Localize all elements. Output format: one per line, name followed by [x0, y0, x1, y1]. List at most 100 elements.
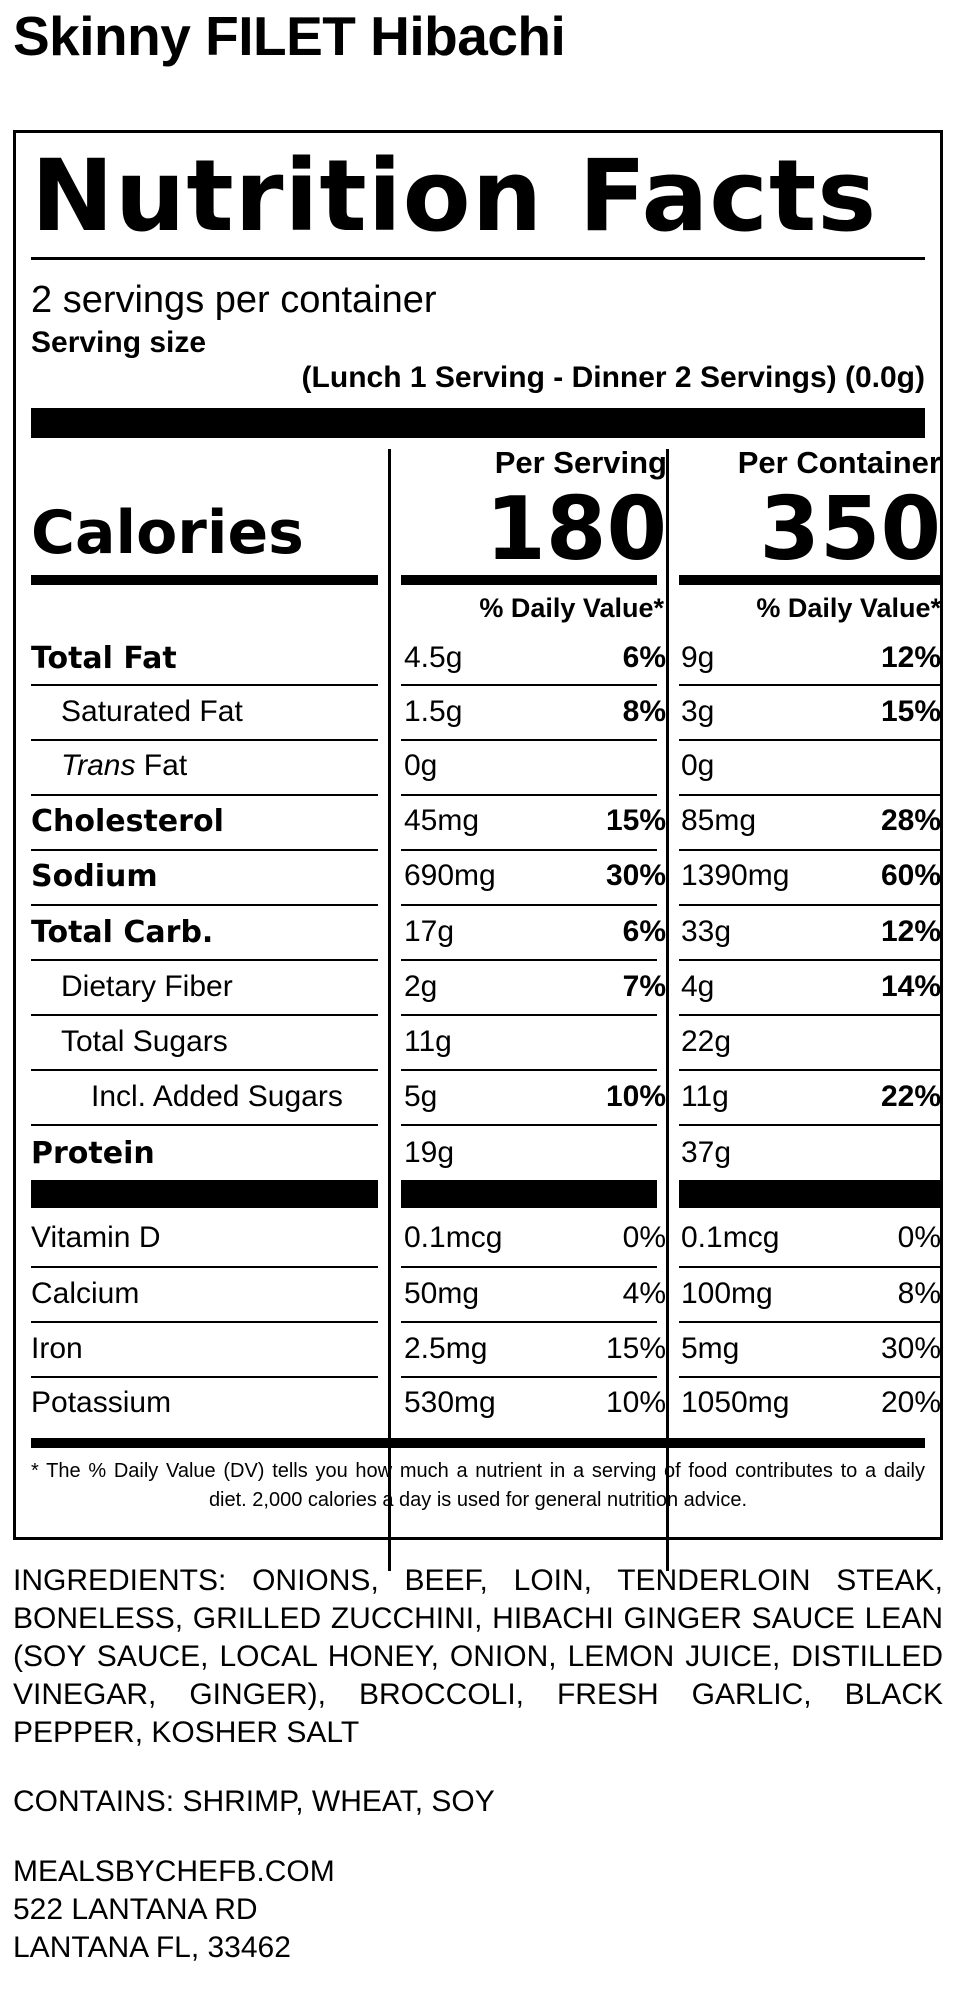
vitamin-row: Potassium 530mg 10% 1050mg 20% — [16, 1378, 946, 1432]
vitamin-row: Calcium 50mg 4% 100mg 8% — [16, 1269, 946, 1323]
nutrient-amount: 2g — [404, 970, 438, 1003]
row-divider — [31, 1069, 378, 1071]
nutrient-daily-value: 60% — [880, 859, 941, 892]
row-divider — [31, 794, 378, 796]
serving-size-value: (Lunch 1 Serving - Dinner 2 Servings) (0… — [301, 361, 925, 394]
nutrient-amount: 1390mg — [681, 859, 790, 892]
vitamin-daily-value: 0% — [897, 1221, 941, 1254]
nutrient-daily-value: 15% — [605, 804, 666, 837]
nutrient-daily-value: 12% — [880, 641, 941, 674]
serving-size-label: Serving size — [31, 326, 207, 359]
nutrient-amount: 1.5g — [404, 695, 463, 728]
nutrient-name: Dietary Fiber — [61, 970, 233, 1003]
nutrient-amount: 3g — [681, 695, 715, 728]
row-divider — [31, 1124, 378, 1126]
nutrient-amount: 19g — [404, 1136, 455, 1169]
vitamin-amount: 100mg — [681, 1277, 773, 1310]
nutrient-amount: 0g — [404, 749, 438, 782]
row-divider — [401, 1321, 657, 1323]
nutrient-amount: 11g — [404, 1025, 452, 1058]
column-divider — [666, 449, 669, 1571]
nutrient-name: Total Sugars — [61, 1025, 228, 1058]
nutrient-amount: 9g — [681, 641, 715, 674]
row-divider — [679, 1266, 943, 1268]
nutrient-name: Trans Fat — [61, 749, 188, 782]
nutrient-daily-value: 10% — [605, 1080, 666, 1113]
row-divider — [679, 1124, 943, 1126]
vitamin-amount: 0.1mcg — [404, 1221, 503, 1254]
column-divider — [388, 449, 391, 1571]
row-divider — [401, 959, 657, 961]
row-divider — [401, 1376, 657, 1378]
thick-divider — [31, 1180, 378, 1208]
thick-divider — [679, 575, 943, 585]
nutrient-name: Sodium — [31, 859, 158, 894]
street-address: 522 LANTANA RD — [13, 1893, 258, 1926]
thick-divider — [401, 1180, 657, 1208]
thick-divider — [401, 575, 657, 585]
nutrient-amount: 4.5g — [404, 641, 463, 674]
row-divider — [679, 1376, 943, 1378]
vitamin-daily-value: 8% — [897, 1277, 941, 1310]
vitamin-row: Vitamin D 0.1mcg 0% 0.1mcg 0% — [16, 1213, 946, 1267]
nutrient-daily-value: 6% — [622, 641, 666, 674]
nutrient-name: Protein — [31, 1136, 155, 1171]
divider — [31, 257, 925, 260]
city-address: LANTANA FL, 33462 — [13, 1931, 291, 1964]
nutrient-name: Total Carb. — [31, 915, 214, 950]
nutrient-daily-value: 22% — [880, 1080, 941, 1113]
allergen-contains: CONTAINS: SHRIMP, WHEAT, SOY — [13, 1785, 495, 1818]
nutrient-row: Saturated Fat 1.5g 8% 3g 15% — [16, 687, 946, 741]
row-divider — [401, 1069, 657, 1071]
row-divider — [401, 1124, 657, 1126]
nutrition-facts-heading: Nutrition Facts — [31, 139, 878, 254]
nutrient-daily-value: 30% — [605, 859, 666, 892]
row-divider — [679, 959, 943, 961]
vitamin-amount: 1050mg — [681, 1386, 790, 1419]
daily-value-header: % Daily Value* — [756, 593, 941, 623]
nutrient-row: Incl. Added Sugars 5g 10% 11g 22% — [16, 1072, 946, 1126]
ingredients-text: INGREDIENTS: ONIONS, BEEF, LOIN, TENDERL… — [13, 1564, 943, 1749]
vitamin-row: Iron 2.5mg 15% 5mg 30% — [16, 1324, 946, 1378]
vitamin-amount: 50mg — [404, 1277, 480, 1310]
row-divider — [31, 739, 378, 741]
nutrient-name: Saturated Fat — [61, 695, 243, 728]
calories-label: Calories — [31, 498, 304, 568]
row-divider — [31, 1266, 378, 1268]
nutrient-row: Cholesterol 45mg 15% 85mg 28% — [16, 796, 946, 850]
nutrient-name: Cholesterol — [31, 804, 224, 839]
nutrient-amount: 45mg — [404, 804, 480, 837]
nutrient-amount: 4g — [681, 970, 715, 1003]
vitamin-amount: 530mg — [404, 1386, 496, 1419]
thick-divider — [31, 575, 378, 585]
vitamin-daily-value: 30% — [880, 1332, 941, 1365]
website: MEALSBYCHEFB.COM — [13, 1855, 335, 1888]
per-serving-header: Per Serving — [494, 445, 667, 480]
row-divider — [401, 794, 657, 796]
row-divider — [679, 739, 943, 741]
row-divider — [679, 1014, 943, 1016]
nutrient-amount: 22g — [681, 1025, 732, 1058]
vitamin-amount: 2.5mg — [404, 1332, 488, 1365]
nutrient-name: Total Fat — [31, 641, 177, 676]
thick-divider — [679, 1180, 943, 1208]
thick-divider — [31, 1438, 925, 1448]
vitamin-amount: 0.1mcg — [681, 1221, 780, 1254]
row-divider — [31, 1014, 378, 1016]
calories-per-serving: 180 — [485, 478, 667, 580]
nutrient-row: Total Fat 4.5g 6% 9g 12% — [16, 633, 946, 687]
nutrient-daily-value: 28% — [880, 804, 941, 837]
nutrient-row: Sodium 690mg 30% 1390mg 60% — [16, 851, 946, 905]
nutrient-row: Total Sugars 11g 22g — [16, 1017, 946, 1071]
row-divider — [31, 849, 378, 851]
nutrient-amount: 33g — [681, 915, 732, 948]
vitamin-daily-value: 0% — [622, 1221, 666, 1254]
nutrition-facts-panel: Nutrition Facts 2 servings per container… — [13, 130, 946, 1571]
thick-divider — [31, 408, 925, 438]
nutrient-name: Incl. Added Sugars — [91, 1080, 343, 1113]
row-divider — [31, 904, 378, 906]
row-divider — [31, 1376, 378, 1378]
nutrient-amount: 11g — [681, 1080, 729, 1113]
vitamin-amount: 5mg — [681, 1332, 740, 1365]
daily-value-footnote: * The % Daily Value (DV) tells you how m… — [31, 1460, 925, 1511]
